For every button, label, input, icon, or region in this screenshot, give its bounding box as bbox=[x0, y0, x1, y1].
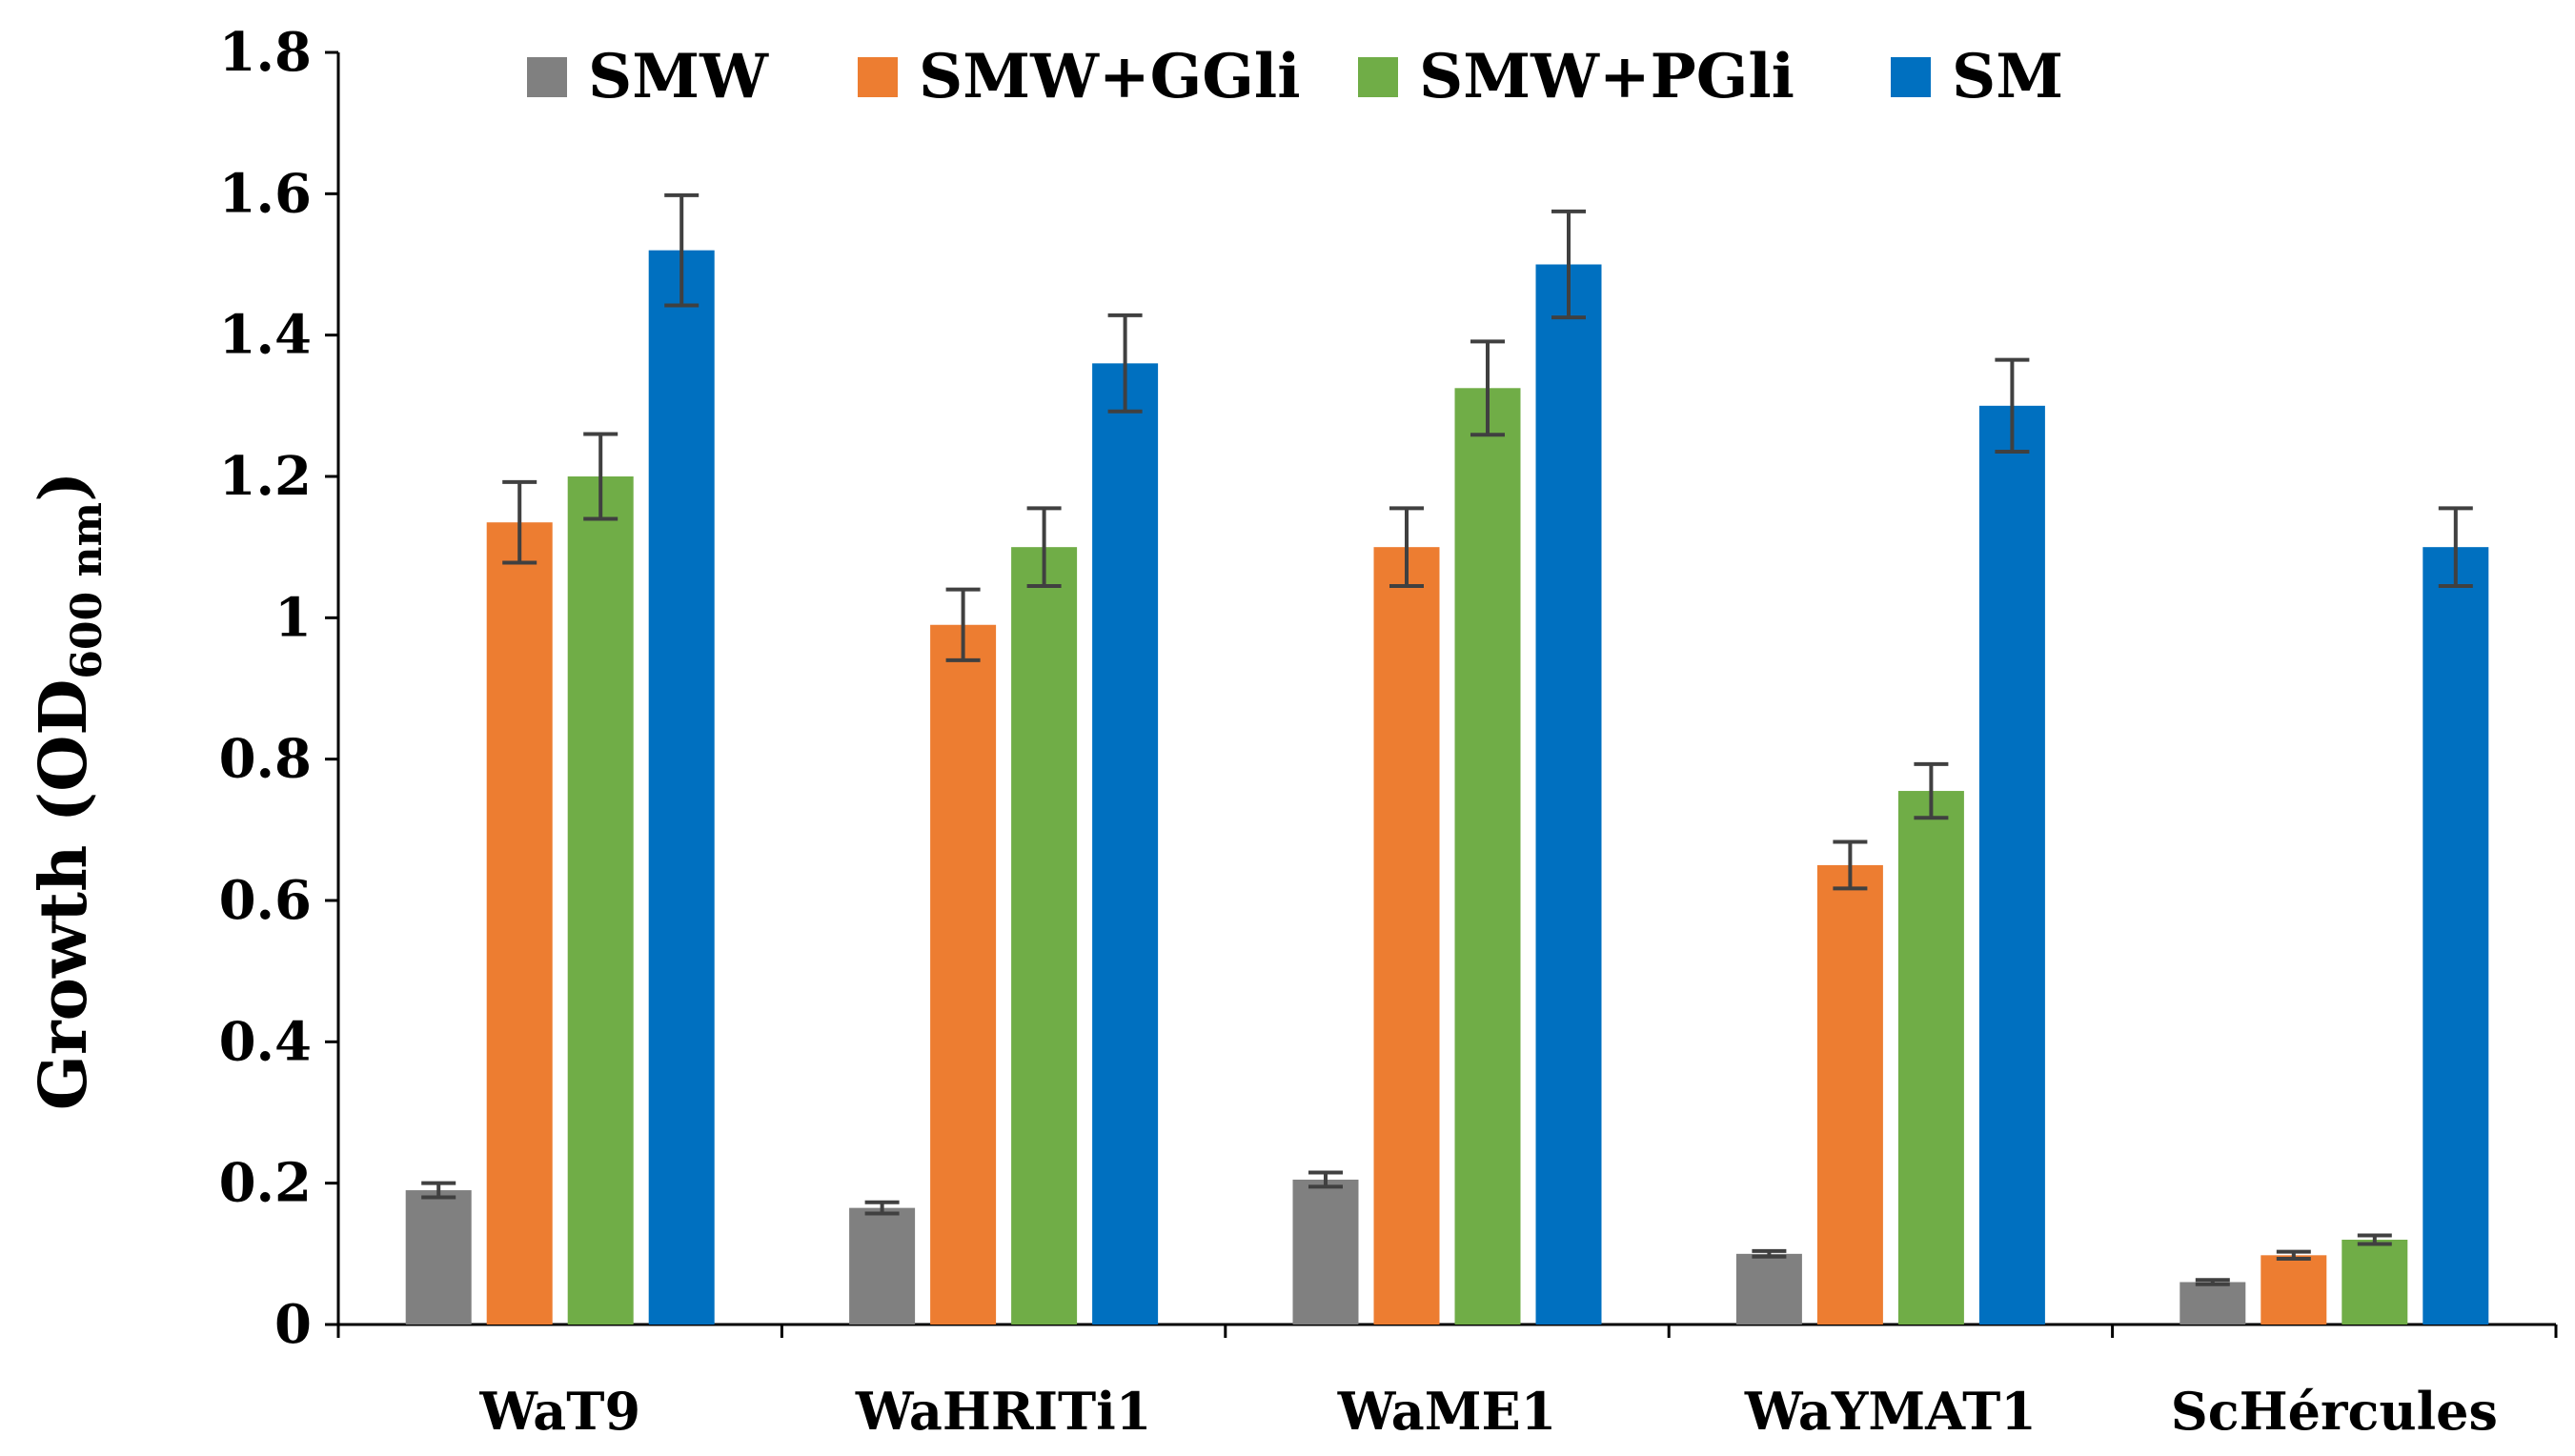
legend-label: SMW+GGli bbox=[919, 41, 1301, 112]
y-axis-title-close: ) bbox=[26, 472, 102, 502]
x-category-label: WaYMAT1 bbox=[1744, 1381, 2037, 1442]
legend-swatch bbox=[858, 57, 898, 97]
bar-smw-3 bbox=[1735, 1253, 1802, 1325]
y-tick-label: 1.4 bbox=[219, 304, 312, 367]
y-axis-title: Growth (OD600 nm) bbox=[26, 472, 112, 1111]
y-tick-label: 0.4 bbox=[219, 1010, 312, 1073]
bar-smw-ggli-4 bbox=[2261, 1255, 2327, 1325]
y-tick-label: 0.8 bbox=[219, 728, 312, 791]
error-bars bbox=[421, 192, 2473, 1286]
x-category-label: WaHRITi1 bbox=[855, 1381, 1151, 1442]
bar-smw-pgli-1 bbox=[1011, 547, 1078, 1325]
bar-sm-2 bbox=[1535, 264, 1602, 1325]
x-category-label: ScHércules bbox=[2171, 1381, 2498, 1442]
x-category-label: WaT9 bbox=[478, 1381, 640, 1442]
bar-sm-3 bbox=[1978, 405, 2045, 1325]
legend-label: SM bbox=[1952, 41, 2063, 112]
legend-swatch bbox=[1891, 57, 1931, 97]
y-tick-label: 1 bbox=[274, 586, 312, 649]
bar-smw-ggli-0 bbox=[486, 522, 553, 1325]
bars bbox=[405, 250, 2489, 1325]
legend-label: SMW bbox=[588, 41, 769, 112]
y-axis: 0 0.2 0.4 0.6 0.8 1 1.2 1.4 1.6 1.8 bbox=[219, 21, 340, 1356]
bar-smw-ggli-3 bbox=[1816, 864, 1883, 1325]
legend: SMW SMW+GGli SMW+PGli SM bbox=[527, 41, 2063, 112]
y-tick-label: 0.2 bbox=[219, 1152, 312, 1215]
legend-label: SMW+PGli bbox=[1419, 41, 1794, 112]
bar-sm-0 bbox=[648, 250, 715, 1325]
y-tick-label: 0 bbox=[274, 1293, 312, 1356]
bar-smw-2 bbox=[1292, 1179, 1359, 1325]
legend-swatch bbox=[1358, 57, 1398, 97]
bar-smw-pgli-0 bbox=[567, 476, 634, 1325]
y-axis-title-main: Growth (OD bbox=[26, 679, 102, 1111]
y-axis-title-subscript: 600 nm bbox=[63, 502, 112, 679]
bar-smw-4 bbox=[2180, 1282, 2246, 1325]
bar-sm-1 bbox=[1092, 363, 1159, 1325]
y-tick-label: 1.6 bbox=[219, 162, 312, 225]
bar-smw-pgli-3 bbox=[1897, 791, 1964, 1325]
bar-smw-ggli-2 bbox=[1373, 547, 1440, 1325]
bar-smw-1 bbox=[849, 1207, 916, 1325]
x-axis: WaT9 WaHRITi1 WaME1 WaYMAT1 ScHércules bbox=[336, 1323, 2558, 1442]
bar-sm-4 bbox=[2423, 547, 2489, 1325]
bar-smw-0 bbox=[405, 1190, 472, 1325]
bar-smw-ggli-1 bbox=[930, 624, 997, 1325]
y-tick-label: 0.6 bbox=[219, 869, 312, 932]
x-category-label: WaME1 bbox=[1337, 1381, 1556, 1442]
y-tick-label: 1.8 bbox=[219, 21, 312, 84]
bar-smw-pgli-2 bbox=[1454, 388, 1521, 1325]
bar-smw-pgli-4 bbox=[2342, 1240, 2408, 1325]
legend-swatch bbox=[527, 57, 567, 97]
y-tick-label: 1.2 bbox=[219, 445, 312, 508]
